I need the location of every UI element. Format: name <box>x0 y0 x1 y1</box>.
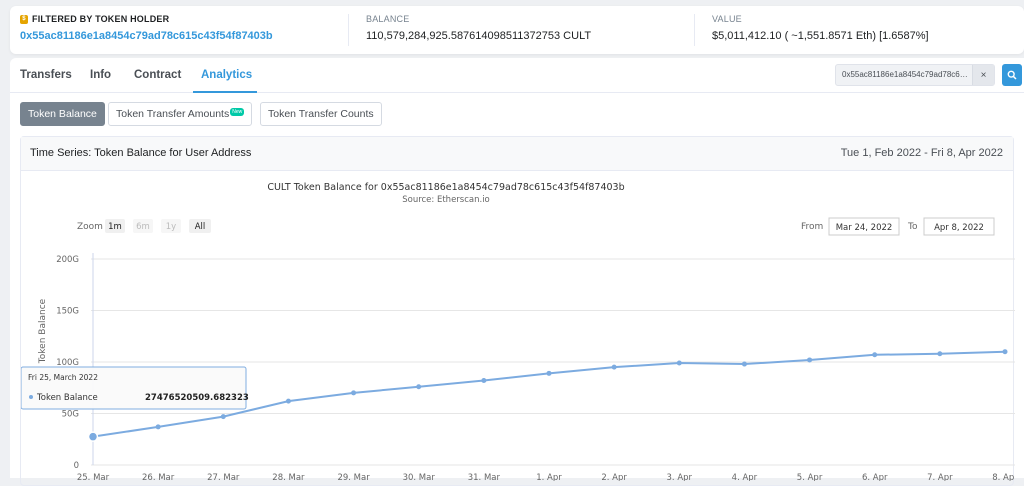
data-point <box>611 364 617 370</box>
chart-panel-title: Time Series: Token Balance for User Addr… <box>30 147 252 159</box>
from-date-input[interactable]: Mar 24, 2022 <box>828 217 900 236</box>
y-tick-label: 100G <box>56 358 79 368</box>
tab-analytics[interactable]: Analytics <box>201 69 253 81</box>
x-tick-label: 27. Mar <box>207 473 240 481</box>
x-tick-label: 29. Mar <box>337 473 370 481</box>
x-tick-label: 2. Apr <box>601 473 627 481</box>
data-point <box>1002 349 1008 355</box>
filtered-label: FILTERED BY TOKEN HOLDER <box>32 14 170 24</box>
tab-bar: Transfers Info Contract Analytics 0x55ac… <box>10 58 1024 93</box>
tab-contract[interactable]: Contract <box>134 69 182 81</box>
x-tick-label: 30. Mar <box>403 473 436 481</box>
y-tick-label: 150G <box>56 307 79 317</box>
value-label: VALUE <box>712 14 742 24</box>
divider <box>694 14 695 46</box>
svg-text:Apr 8, 2022: Apr 8, 2022 <box>934 223 984 233</box>
active-tab-indicator <box>193 91 257 93</box>
holder-search-input[interactable]: 0x55ac81186e1a8454c79ad78c615c43f54f8740… <box>835 64 995 86</box>
chart-panel-header: Time Series: Token Balance for User Addr… <box>21 137 1013 171</box>
y-axis: 0 50G 100G 150G 200G <box>56 255 79 471</box>
x-tick-label: 6. Apr <box>862 473 888 481</box>
divider <box>348 14 349 46</box>
x-tick-label: 1. Apr <box>536 473 562 481</box>
svg-text:All: All <box>195 222 206 232</box>
from-label: From <box>801 222 823 232</box>
x-tick-label: 26. Mar <box>142 473 175 481</box>
data-point <box>481 378 487 384</box>
clear-search-button[interactable]: × <box>972 65 994 85</box>
data-point <box>937 351 943 357</box>
main-card: Transfers Info Contract Analytics 0x55ac… <box>10 58 1024 486</box>
x-axis: 25. Mar 26. Mar 27. Mar 28. Mar 29. Mar 30. M… <box>77 473 1015 481</box>
data-point <box>351 390 357 396</box>
value-stat: VALUE $5,011,412.10 ( ~1,551.8571 Eth) [… <box>712 14 929 42</box>
zoom-1m-button[interactable]: 1m <box>105 219 125 233</box>
data-point-highlighted <box>87 431 99 442</box>
svg-text:1m: 1m <box>108 222 122 232</box>
chart-grid <box>91 253 1015 466</box>
data-point <box>416 384 422 390</box>
to-label: To <box>907 222 918 232</box>
token-icon: $ <box>20 14 28 24</box>
tooltip-series-marker <box>29 395 33 399</box>
token-balance-button[interactable]: Token Balance <box>20 102 105 126</box>
x-tick-label: 7. Apr <box>927 473 953 481</box>
zoom-label: Zoom <box>77 222 103 232</box>
chart-subtitle: Source: Etherscan.io <box>402 195 490 205</box>
filtered-by-holder: $ FILTERED BY TOKEN HOLDER 0x55ac81186e1a… <box>20 14 273 42</box>
x-tick-label: 28. Mar <box>272 473 305 481</box>
x-tick-label: 8. Apr <box>992 473 1015 481</box>
tooltip-date: Fri 25, March 2022 <box>28 373 98 382</box>
token-balance-chart: CULT Token Balance for 0x55ac81186e1a845… <box>21 182 1015 481</box>
balance-label: BALANCE <box>366 14 410 24</box>
x-tick-label: 3. Apr <box>667 473 693 481</box>
y-tick-label: 50G <box>62 410 79 420</box>
x-tick-label: 25. Mar <box>77 473 110 481</box>
tooltip: Fri 25, March 2022 Token Balance 2747652… <box>21 366 249 410</box>
svg-text:1y: 1y <box>166 222 176 232</box>
search-value: 0x55ac81186e1a8454c79ad78c615c43f54f8740… <box>842 70 968 79</box>
data-point <box>676 360 682 366</box>
series-token-balance <box>87 349 1008 442</box>
x-tick-label: 31. Mar <box>468 473 501 481</box>
tooltip-value: 27476520509.682323 <box>145 393 249 403</box>
data-point <box>741 361 747 367</box>
chart-date-range: Tue 1, Feb 2022 - Fri 8, Apr 2022 <box>840 147 1003 159</box>
balance-stat: BALANCE 110,579,284,925.5876140985113727… <box>366 14 591 42</box>
chart-title: CULT Token Balance for 0x55ac81186e1a845… <box>267 182 624 193</box>
tab-transfers[interactable]: Transfers <box>20 69 72 81</box>
to-date-input[interactable]: Apr 8, 2022 <box>923 217 995 236</box>
tooltip-series-name: Token Balance <box>36 393 98 403</box>
token-transfer-counts-button[interactable]: Token Transfer Counts <box>260 102 382 126</box>
svg-text:6m: 6m <box>136 222 150 232</box>
y-tick-label: 200G <box>56 255 79 265</box>
x-tick-label: 5. Apr <box>797 473 823 481</box>
token-transfer-amounts-button[interactable]: Token Transfer Amounts New <box>108 102 253 126</box>
tab-info[interactable]: Info <box>90 69 112 81</box>
y-tick-label: 0 <box>74 461 79 471</box>
data-point <box>285 398 291 404</box>
y-axis-title: Token Balance <box>38 298 48 364</box>
balance-value: 110,579,284,925.587614098511372753 CULT <box>366 30 592 42</box>
svg-text:Mar 24, 2022: Mar 24, 2022 <box>836 223 893 233</box>
new-badge: New <box>230 108 245 116</box>
token-transfer-amounts-label: Token Transfer Amounts <box>116 108 230 120</box>
zoom-all-button[interactable]: All <box>189 219 211 233</box>
data-point <box>807 357 813 363</box>
value-amount: $5,011,412.10 ( ~1,551.8571 Eth) [1.6587… <box>712 30 929 42</box>
zoom-6m-button[interactable]: 6m <box>133 219 153 233</box>
zoom-1y-button[interactable]: 1y <box>161 219 181 233</box>
holder-address-link[interactable]: 0x55ac81186e1a8454c79ad78c615c43f54f8740… <box>20 30 273 42</box>
search-button[interactable] <box>1002 64 1022 86</box>
data-point <box>220 414 226 420</box>
x-tick-label: 4. Apr <box>732 473 758 481</box>
token-holder-summary: $ FILTERED BY TOKEN HOLDER 0x55ac81186e1a… <box>10 6 1024 54</box>
chart-panel: Time Series: Token Balance for User Addr… <box>20 136 1015 486</box>
data-point <box>872 352 878 358</box>
data-point <box>155 424 161 430</box>
data-point <box>546 370 552 376</box>
search-icon <box>1007 70 1017 80</box>
